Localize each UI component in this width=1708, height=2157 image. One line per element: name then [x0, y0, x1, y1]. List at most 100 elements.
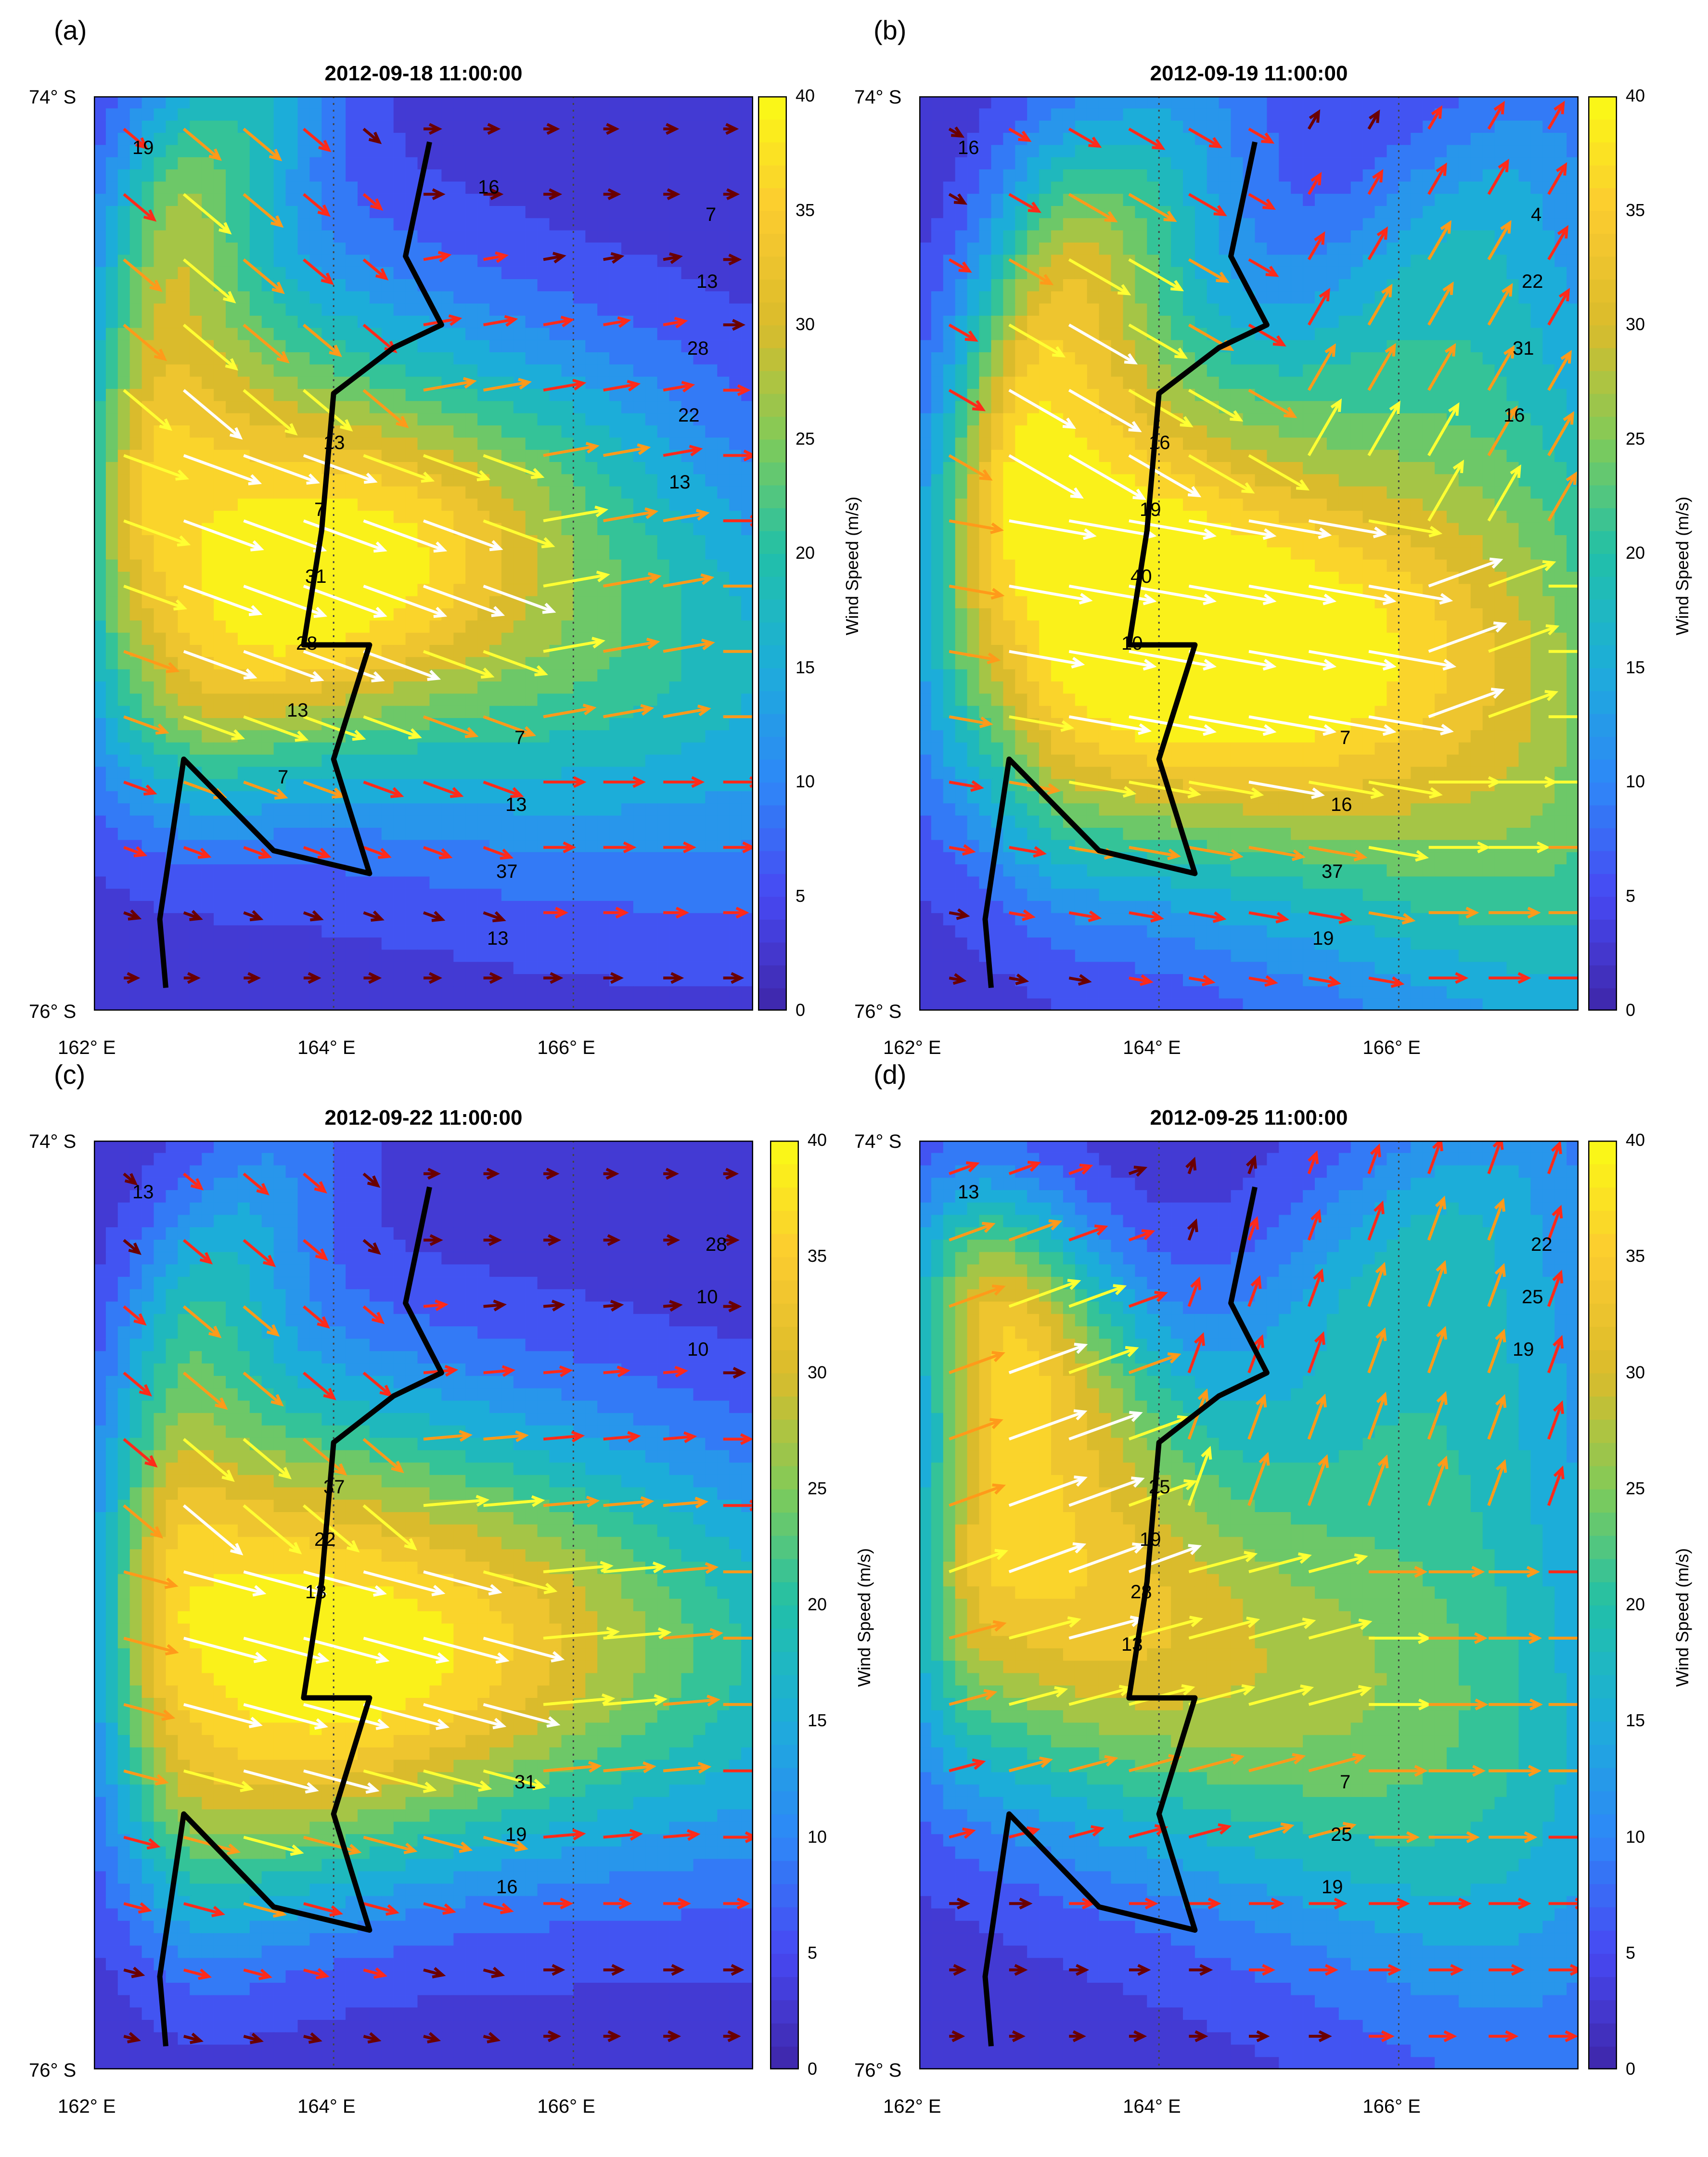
speed-cell: [190, 120, 202, 133]
speed-cell: [273, 303, 286, 316]
colorbar-swatch: [758, 576, 787, 600]
speed-cell: [669, 608, 682, 621]
speed-cell: [609, 133, 622, 146]
speed-cell: [273, 876, 286, 889]
speed-cell: [346, 559, 358, 572]
speed-cell: [249, 876, 262, 889]
speed-cell: [681, 986, 694, 999]
speed-cell: [681, 486, 694, 499]
speed-cell: [693, 425, 706, 438]
colorbar-title: Wind Speed (m/s): [842, 496, 862, 635]
speed-cell: [261, 876, 274, 889]
speed-cell: [202, 352, 214, 365]
speed-cell: [561, 730, 574, 743]
speed-cell: [525, 316, 538, 329]
speed-cell: [621, 181, 634, 194]
speed-cell: [693, 730, 706, 743]
speed-cell: [561, 120, 574, 133]
speed-cell: [214, 693, 226, 706]
speed-cell: [501, 340, 514, 353]
speed-cell: [537, 169, 550, 182]
speed-cell: [94, 474, 106, 487]
speed-cell: [453, 364, 466, 377]
speed-cell: [979, 120, 992, 133]
speed-cell: [237, 828, 250, 841]
speed-cell: [178, 145, 191, 158]
speed-cell: [585, 523, 598, 536]
speed-cell: [381, 486, 394, 499]
speed-cell: [645, 693, 658, 706]
speed-cell: [693, 962, 706, 975]
speed-cell: [214, 986, 226, 999]
speed-cell: [1075, 157, 1088, 170]
speed-cell: [178, 267, 191, 280]
speed-cell: [393, 803, 406, 816]
speed-cell: [501, 767, 514, 780]
speed-cell: [549, 108, 562, 121]
speed-cell: [453, 340, 466, 353]
speed-cell: [681, 632, 694, 645]
contour-label: 31: [305, 566, 327, 587]
speed-cell: [705, 718, 718, 731]
speed-cell: [477, 267, 490, 280]
speed-cell: [525, 742, 538, 755]
speed-cell: [405, 145, 418, 158]
speed-cell: [513, 340, 526, 353]
wind-arrow: [543, 445, 597, 457]
speed-cell: [178, 425, 191, 438]
speed-cell: [525, 998, 538, 1011]
speed-cell: [334, 669, 346, 682]
speed-cell: [417, 230, 430, 243]
speed-cell: [334, 303, 346, 316]
wind-arrow-head: [689, 445, 703, 457]
speed-cell: [537, 681, 550, 694]
speed-cell: [273, 511, 286, 524]
speed-cell: [657, 230, 670, 243]
speed-cell: [717, 352, 730, 365]
speed-cell: [597, 169, 610, 182]
speed-cell: [429, 888, 442, 901]
speed-cell: [477, 888, 490, 901]
speed-cell: [477, 852, 490, 865]
speed-cell: [358, 413, 370, 426]
speed-cell: [334, 255, 346, 268]
speed-cell: [609, 340, 622, 353]
speed-cell: [249, 316, 262, 329]
speed-cell: [405, 925, 418, 938]
speed-cell: [681, 352, 694, 365]
speed-cell: [309, 499, 322, 512]
speed-cell: [190, 145, 202, 158]
speed-cell: [525, 632, 538, 645]
speed-cell: [717, 523, 730, 536]
speed-cell: [633, 340, 646, 353]
speed-cell: [273, 474, 286, 487]
speed-cell: [321, 962, 334, 975]
speed-cell: [393, 669, 406, 682]
speed-cell: [166, 632, 179, 645]
speed-cell: [525, 401, 538, 414]
wind-arrow-head: [269, 149, 283, 161]
speed-cell: [1291, 133, 1303, 146]
speed-cell: [453, 279, 466, 292]
speed-cell: [334, 96, 346, 109]
speed-cell: [597, 352, 610, 365]
speed-cell: [1338, 133, 1351, 146]
speed-cell: [705, 303, 718, 316]
wind-arrow-head: [270, 215, 284, 228]
speed-cell: [513, 267, 526, 280]
speed-cell: [261, 389, 274, 402]
speed-cell: [309, 803, 322, 816]
speed-cell: [525, 803, 538, 816]
speed-cell: [693, 755, 706, 768]
speed-cell: [105, 145, 118, 158]
speed-cell: [597, 157, 610, 170]
speed-cell: [249, 376, 262, 389]
speed-cell: [513, 449, 526, 462]
speed-cell: [285, 779, 298, 792]
speed-cell: [453, 681, 466, 694]
wind-arrow-head: [166, 662, 180, 673]
speed-cell: [453, 413, 466, 426]
speed-cell: [117, 937, 130, 950]
speed-cell: [358, 791, 370, 804]
speed-cell: [705, 120, 718, 133]
